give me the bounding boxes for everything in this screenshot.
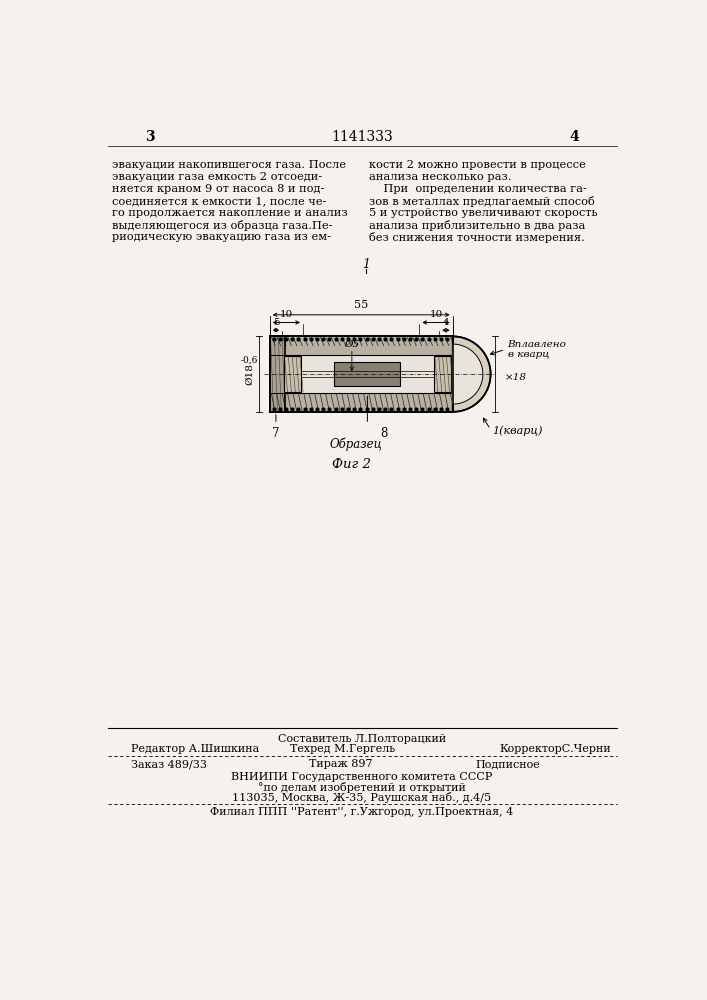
Text: Филиал ППП ''Pатент'', г.Ужгород, ул.Проектная, 4: Филиал ППП ''Pатент'', г.Ужгород, ул.Про… bbox=[210, 807, 513, 817]
Text: Ø18: Ø18 bbox=[245, 363, 254, 385]
Text: Редактор А.Шишкина: Редактор А.Шишкина bbox=[131, 744, 259, 754]
Text: кости 2 можно провести в процессе: кости 2 можно провести в процессе bbox=[369, 160, 585, 170]
Text: Подписное: Подписное bbox=[476, 759, 541, 769]
Text: го продолжается накопление и анализ: го продолжается накопление и анализ bbox=[112, 208, 347, 218]
Text: анализа приблизительно в два раза: анализа приблизительно в два раза bbox=[369, 220, 585, 231]
Text: -0,6: -0,6 bbox=[241, 356, 258, 365]
Text: ВНИИПИ Государственного комитета СССР: ВНИИПИ Государственного комитета СССР bbox=[231, 772, 493, 782]
Text: Образец: Образец bbox=[329, 437, 382, 451]
Text: 7: 7 bbox=[272, 427, 280, 440]
Text: эвакуации накопившегося газа. После: эвакуации накопившегося газа. После bbox=[112, 160, 346, 170]
Text: 55: 55 bbox=[354, 300, 368, 310]
Text: 4: 4 bbox=[443, 318, 449, 327]
Text: Ø5: Ø5 bbox=[344, 340, 359, 349]
Text: анализа несколько раз.: анализа несколько раз. bbox=[369, 172, 511, 182]
Text: 8: 8 bbox=[381, 427, 388, 440]
Text: Составитель Л.Полторацкий: Составитель Л.Полторацкий bbox=[278, 734, 446, 744]
Text: 3: 3 bbox=[146, 130, 156, 144]
Text: эвакуации газа емкость 2 отсоеди-: эвакуации газа емкость 2 отсоеди- bbox=[112, 172, 322, 182]
Text: в кварц: в кварц bbox=[508, 350, 549, 359]
Text: 10: 10 bbox=[429, 310, 443, 319]
Bar bbox=[334, 362, 400, 386]
Text: Вплавлено: Вплавлено bbox=[508, 340, 566, 349]
Text: соединяется к емкости 1, после че-: соединяется к емкости 1, после че- bbox=[112, 196, 326, 206]
Polygon shape bbox=[452, 336, 491, 412]
Text: выделяющегося из образца газа.Пе-: выделяющегося из образца газа.Пе- bbox=[112, 220, 332, 231]
Text: 1141333: 1141333 bbox=[331, 130, 393, 144]
Text: Техред М.Гергель: Техред М.Гергель bbox=[290, 744, 395, 754]
Text: риодическую эвакуацию газа из ем-: риодическую эвакуацию газа из ем- bbox=[112, 232, 331, 242]
Text: зов в металлах предлагаемый способ: зов в металлах предлагаемый способ bbox=[369, 196, 595, 207]
Text: ×18: ×18 bbox=[505, 373, 527, 382]
Text: 5 и устройство увеличивают скорость: 5 и устройство увеличивают скорость bbox=[369, 208, 597, 218]
Text: 4: 4 bbox=[569, 130, 579, 144]
Text: Тираж 897: Тираж 897 bbox=[309, 759, 373, 769]
Bar bbox=[270, 355, 452, 393]
Bar bbox=[434, 356, 451, 392]
Text: Фиг 2: Фиг 2 bbox=[332, 458, 371, 471]
Text: Заказ 489/33: Заказ 489/33 bbox=[131, 759, 207, 769]
Bar bbox=[270, 336, 452, 412]
Polygon shape bbox=[452, 344, 483, 404]
Text: без снижения точности измерения.: без снижения точности измерения. bbox=[369, 232, 585, 243]
Text: няется краном 9 от насоса 8 и под-: няется краном 9 от насоса 8 и под- bbox=[112, 184, 324, 194]
Bar bbox=[270, 336, 285, 412]
Text: 10: 10 bbox=[280, 310, 293, 319]
Bar bbox=[284, 356, 300, 392]
Text: КорректорС.Черни: КорректорС.Черни bbox=[499, 744, 611, 754]
Text: °по делам изобретений и открытий: °по делам изобретений и открытий bbox=[258, 782, 466, 793]
Text: При  определении количества га-: При определении количества га- bbox=[369, 184, 587, 194]
Text: 1: 1 bbox=[362, 258, 370, 271]
Text: 113035, Москва, Ж-35, Раушская наб., д.4/5: 113035, Москва, Ж-35, Раушская наб., д.4… bbox=[233, 792, 491, 803]
Text: 1(кварц): 1(кварц) bbox=[492, 425, 543, 436]
Text: 5: 5 bbox=[273, 318, 279, 327]
